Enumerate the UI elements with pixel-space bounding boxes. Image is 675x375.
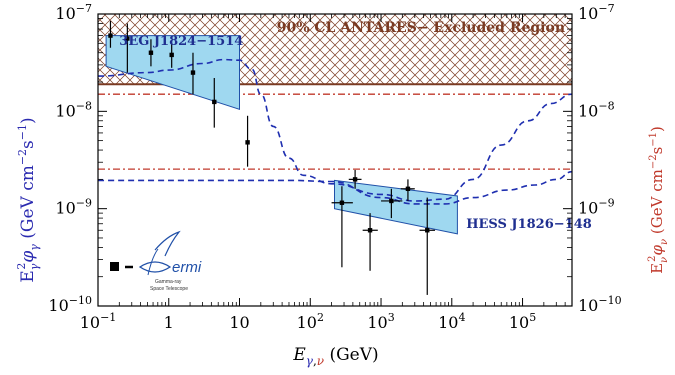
data-point [381,188,403,219]
data-point [212,78,217,128]
legend: ■ − ermi Gamma-ray Space Telescope [110,230,202,292]
point-marker [125,36,130,41]
data-point [400,179,415,201]
point-marker [425,228,430,233]
svg-text:Space Telescope: Space Telescope [150,286,188,292]
y-axis-label-right: Eν2φν (GeV cm−2s−1) [647,126,670,274]
point-marker [190,70,196,75]
x-tick-label: 102 [297,311,324,332]
point-marker [389,198,394,204]
annotation-0: 3EG J1824−1514 [119,34,243,49]
y-tick-label-left: 10−8 [55,99,92,120]
data-point [348,169,362,189]
y-tick-label-right: 10−9 [578,197,615,218]
x-tick-label: 104 [438,311,465,332]
data-point [331,186,353,268]
y-tick-label-left: 10−10 [48,294,92,315]
y-tick-label-left: 10−9 [55,197,92,218]
plot-clip-group [98,14,572,295]
data-point [108,20,113,48]
excluded-region-label: 90% CL ANTARES− Excluded Region [277,20,565,36]
y-tick-label-right: 10−7 [578,2,615,23]
dashed-curve-0 [98,58,572,202]
svg-text:Gamma-ray: Gamma-ray [155,279,182,285]
point-marker [339,200,345,205]
fermi-logo: ermi Gamma-ray Space Telescope [138,230,202,292]
svg-text:Eν2φν (GeV cm−2s−1): Eν2φν (GeV cm−2s−1) [647,126,670,274]
data-point [190,52,196,95]
plot-area: 3EG J1824−1514 HESS J1826−148 10−1 1 10 102 10… [48,2,621,332]
fit-band-0 [105,35,240,110]
data-point [419,197,436,295]
annotation-1: HESS J1826−148 [466,217,592,232]
x-tick-label: 10−1 [80,311,117,332]
point-marker [367,228,373,233]
x-tick-label: 103 [367,311,394,332]
y-tick-label-left: 10−7 [55,2,92,23]
plot-frame [97,13,573,307]
y-tick-label-right: 10−8 [578,99,615,120]
dashed-curve-1 [98,170,572,205]
point-marker [169,52,174,58]
x-tick-label: 1 [164,313,174,332]
svg-text:ermi: ermi [172,259,202,276]
point-marker [245,140,250,145]
point-marker [148,50,154,55]
point-marker [212,99,217,105]
data-point [245,115,250,167]
svg-text:Eγ2φγ (GeV cm−2s−1): Eγ2φγ (GeV cm−2s−1) [15,117,41,282]
point-marker [405,186,411,191]
y-axis-label-left: Eγ2φγ (GeV cm−2s−1) [15,117,41,282]
point-marker [108,33,113,38]
data-point [169,43,174,68]
legend-marker [110,262,119,271]
y-tick-label-right: 10−10 [578,294,622,315]
data-point [148,39,154,67]
point-marker [352,177,358,182]
x-tick-label: 10 [229,313,249,332]
x-axis-label: Eγ,ν (GeV) [292,345,378,368]
data-point [125,23,130,73]
data-point [362,213,378,271]
x-tick-label: 105 [509,311,536,332]
